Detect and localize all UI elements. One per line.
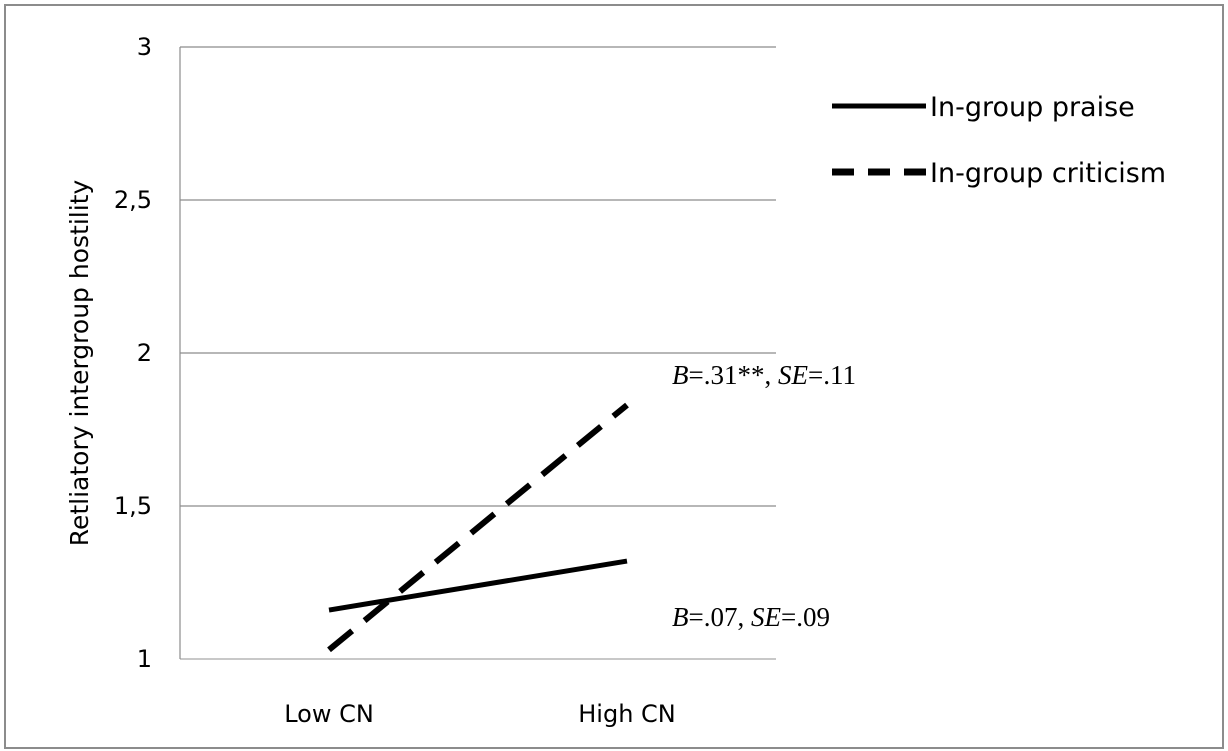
- annotation: B=.07, SE=.09: [672, 602, 830, 632]
- legend-label: In-group praise: [930, 92, 1135, 123]
- chart-frame: 1 1,5 2 2,5 3 Low CN High CN In-group praise I…: [4, 4, 1224, 749]
- annotation-part: =.11: [808, 360, 856, 390]
- series-line: [328, 558, 628, 613]
- annotation-part: SE: [778, 360, 809, 390]
- annotation-part: =.09: [781, 602, 830, 632]
- y-tick-label: 2: [137, 339, 152, 367]
- annotations: B=.31**, SE=.11B=.07, SE=.09: [672, 360, 856, 632]
- y-tick-label: 1: [137, 645, 152, 673]
- x-tick-label: High CN: [578, 700, 676, 728]
- y-axis-title: Retliatory intergroup hostility: [65, 180, 94, 547]
- series-line: [327, 402, 629, 653]
- y-tick-labels: 1 1,5 2 2,5 3: [114, 33, 152, 673]
- annotation: B=.31**, SE=.11: [672, 360, 856, 390]
- x-tick-label: Low CN: [284, 700, 374, 728]
- annotation-part: =.07,: [689, 602, 751, 632]
- annotation-part: B: [672, 360, 689, 390]
- y-tick-label: 2,5: [114, 186, 152, 214]
- y-tick-label: 1,5: [114, 492, 152, 520]
- y-tick-label: 3: [137, 33, 152, 61]
- annotation-part: SE: [751, 602, 782, 632]
- x-tick-labels: Low CN High CN: [284, 700, 676, 728]
- series-lines: [327, 402, 629, 653]
- legend-label: In-group criticism: [930, 158, 1166, 189]
- legend: In-group praise In-group criticism: [832, 92, 1166, 189]
- gridlines: [179, 46, 776, 660]
- chart-svg: 11,522,53 Low CN High CN In-group praiseI…: [65, 33, 1166, 728]
- annotation-part: =.31**,: [689, 360, 778, 390]
- annotation-part: B: [672, 602, 689, 632]
